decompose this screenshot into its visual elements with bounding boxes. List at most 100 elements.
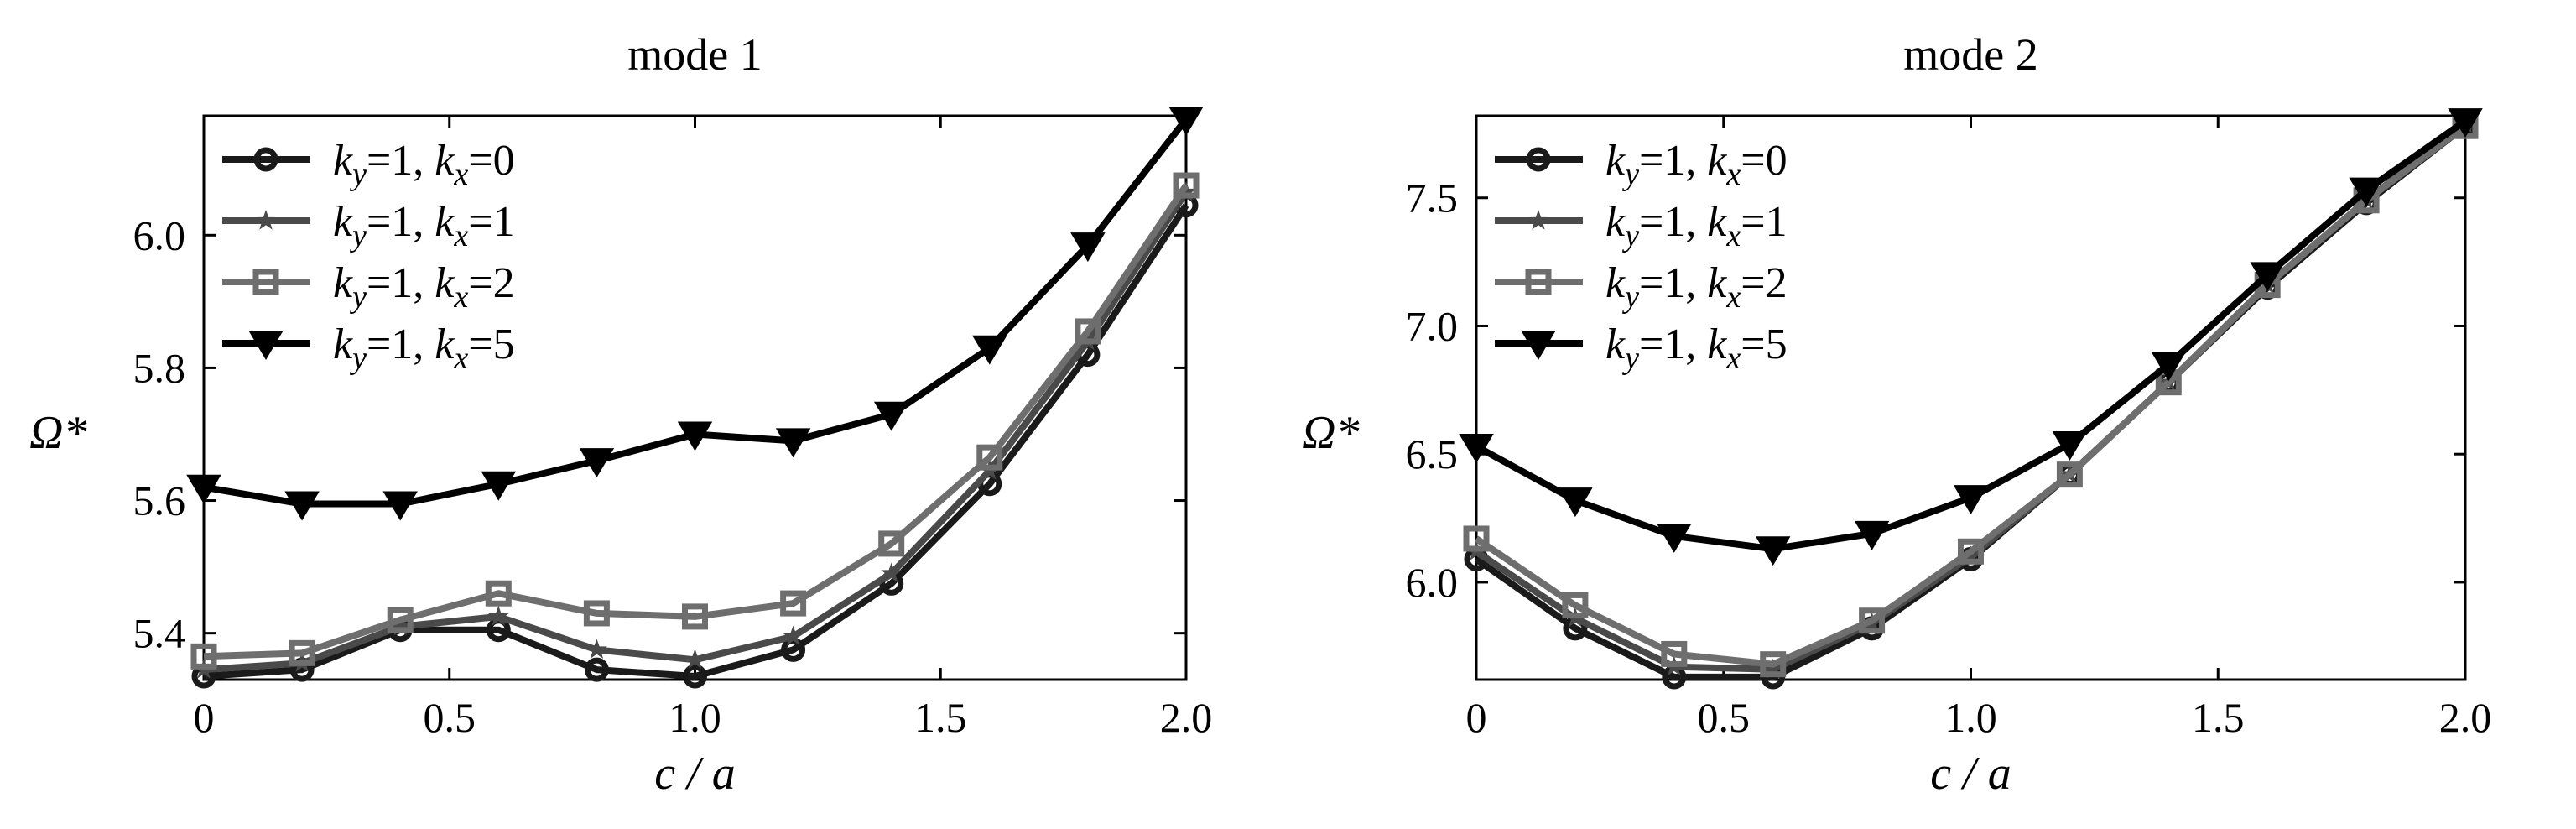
legend-entry: ky=1, kx=5 (333, 321, 515, 376)
data-point (2349, 177, 2384, 207)
legend-text-part: y (349, 157, 367, 192)
legend-marker (1525, 269, 1552, 295)
legend-text-part: k (333, 321, 353, 368)
data-point (186, 474, 221, 504)
y-tick-label: 7.0 (1406, 302, 1459, 349)
data-point (190, 643, 217, 670)
legend-marker (1526, 147, 1551, 172)
data-point (1173, 172, 1200, 199)
y-tick-label: 6.0 (133, 211, 186, 258)
legend-text-part: x (1725, 157, 1741, 192)
legend-text-part: =1, (367, 259, 435, 307)
legend-text-part: k (435, 259, 455, 307)
data-point (284, 491, 320, 521)
y-axis-label: Ω* (29, 407, 87, 459)
y-tick-label: 5.4 (133, 610, 186, 657)
data-point (1755, 536, 1791, 566)
data-point (677, 421, 713, 451)
legend-text-part: y (349, 218, 367, 253)
series-line (1474, 123, 2468, 668)
legend-text-part: k (1605, 259, 1626, 307)
data-point (382, 491, 418, 521)
data-point (481, 471, 517, 501)
data-point (2052, 430, 2088, 461)
legend-text-part: =1, (1639, 137, 1707, 185)
data-point (584, 657, 609, 682)
legend-text-part: =1, (1639, 321, 1707, 368)
legend-text-part: =1, (367, 321, 435, 368)
legend-text-part: =1, (1639, 198, 1707, 246)
legend-marker (252, 269, 279, 295)
legend-entry: ky=1, kx=5 (1605, 321, 1788, 376)
legend-text-part: k (1707, 321, 1727, 368)
data-point (1958, 538, 1984, 565)
legend: ky=1, kx=0ky=1, kx=1ky=1, kx=2ky=1, kx=5 (222, 137, 515, 376)
legend-text-part: y (1621, 157, 1639, 192)
y-axis-label: Ω* (1302, 407, 1360, 459)
data-point (972, 335, 1007, 365)
data-point (583, 600, 610, 627)
data-point (1168, 106, 1204, 136)
legend-text-part: y (1621, 279, 1639, 315)
legend-text-part: =1 (468, 198, 514, 246)
legend-text-part: k (1605, 321, 1626, 368)
data-point (2056, 461, 2083, 488)
legend-text-part: k (1707, 198, 1727, 246)
legend-marker (1521, 331, 1556, 360)
data-point (1661, 640, 1688, 667)
legend-text-part: x (1725, 341, 1741, 376)
data-point (2448, 108, 2483, 138)
x-tick-label: 1.0 (1944, 694, 1997, 741)
legend-text-part: =1, (367, 198, 435, 246)
data-point (487, 605, 509, 626)
data-point (579, 448, 615, 478)
legend-text-part: y (1621, 218, 1639, 253)
x-axis-label: c / a (654, 748, 735, 800)
y-tick-label: 6.5 (1406, 430, 1459, 477)
y-tick-label: 6.0 (1406, 559, 1459, 606)
legend-text-part: k (1605, 198, 1626, 246)
legend-text-part: x (1725, 218, 1741, 253)
legend-entry: ky=1, kx=0 (1605, 137, 1788, 192)
data-point (976, 444, 1003, 471)
legend-entry: ky=1, kx=0 (333, 137, 515, 192)
legend-text-part: y (349, 279, 367, 315)
x-tick-label: 1.5 (914, 694, 967, 741)
legend-text-part: y (1621, 341, 1639, 376)
chart-panel-1: mode 10 0.5 1.0 1.5 2.05.45.65.86.0c / aΩ*ky… (29, 29, 1212, 800)
data-point (684, 649, 705, 669)
data-point (1657, 523, 1692, 553)
series-line (203, 183, 1189, 660)
legend-text-part: k (435, 198, 455, 246)
data-point (1070, 232, 1106, 263)
legend-marker (248, 331, 284, 360)
data-point (387, 607, 414, 633)
chart-panel-2: mode 20 0.5 1.0 1.5 2.06.06.57.07.5c / aΩ*ky… (1302, 29, 2491, 800)
series-3 (186, 106, 1204, 521)
y-tick-label: 7.5 (1406, 175, 1459, 222)
legend-text-part: k (333, 198, 353, 246)
legend-text-part: x (1725, 279, 1741, 315)
legend-entry: ky=1, kx=2 (333, 259, 515, 315)
data-point (878, 530, 905, 557)
legend-text-part: x (453, 157, 468, 192)
legend-text-part: =2 (1741, 259, 1787, 307)
x-tick-label: 2.0 (1160, 694, 1213, 741)
data-point (1558, 487, 1593, 518)
legend-text-part: =1 (1741, 198, 1787, 246)
legend-marker (255, 209, 277, 230)
x-tick-label: 1.5 (2192, 694, 2245, 741)
data-point (783, 625, 804, 646)
x-tick-label: 1.0 (669, 694, 721, 741)
legend-text-part: y (349, 341, 367, 376)
x-tick-label: 2.0 (2439, 694, 2492, 741)
series-2 (1463, 112, 2479, 678)
data-point (2151, 352, 2187, 382)
legend-text-part: k (435, 137, 455, 185)
data-point (289, 639, 315, 666)
data-point (1859, 607, 1886, 634)
series-line (203, 203, 1189, 680)
data-point (1562, 592, 1589, 618)
legend-marker (1527, 209, 1549, 230)
